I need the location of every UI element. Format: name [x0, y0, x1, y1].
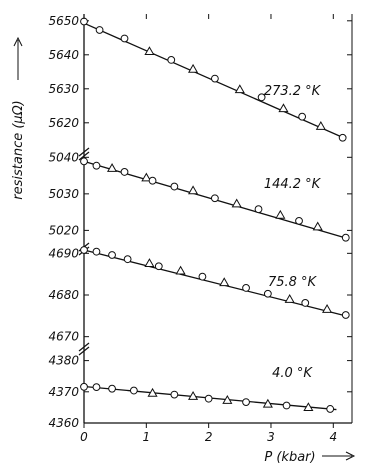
data-point-circle	[242, 284, 250, 292]
axis-break-mark	[78, 151, 90, 161]
data-point-circle	[120, 34, 129, 43]
data-point-triangle	[284, 293, 295, 303]
data-point-triangle	[231, 198, 242, 208]
data-point-triangle	[278, 103, 289, 113]
data-point-circle	[80, 382, 88, 391]
data-point-triangle	[234, 84, 245, 94]
data-point-triangle	[141, 172, 152, 182]
plot-frame	[83, 14, 353, 424]
data-point-circle	[167, 56, 176, 64]
x-tick-label: 2	[205, 430, 213, 444]
data-point-circle	[92, 247, 101, 256]
panel: 4690 4680 4670 75.8 °K	[48, 242, 352, 344]
y-tick-label: 4360	[48, 416, 79, 430]
data-point-circle	[80, 17, 88, 26]
data-point-triangle	[147, 387, 158, 397]
data-point-triangle	[188, 390, 199, 400]
y-tick-label: 4690	[48, 246, 79, 260]
data-point-triangle	[106, 163, 118, 172]
data-point-circle	[282, 401, 291, 410]
y-tick-label: 5640	[48, 48, 79, 62]
data-point-circle	[257, 93, 266, 102]
data-point-triangle	[315, 120, 326, 130]
data-point-circle	[170, 390, 179, 399]
y-tick-label: 5040	[48, 150, 79, 164]
data-point-circle	[80, 246, 88, 254]
data-point-triangle	[322, 303, 333, 313]
data-point-circle	[338, 133, 347, 142]
x-tick-label: 4	[329, 430, 337, 444]
data-point-circle	[129, 386, 138, 395]
data-point-circle	[210, 194, 219, 203]
data-point-circle	[254, 205, 263, 214]
data-point-triangle	[222, 395, 233, 404]
data-point-triangle	[188, 185, 199, 195]
y-tick-label: 5020	[48, 223, 79, 237]
data-point-circle	[204, 394, 213, 403]
data-point-circle	[242, 398, 250, 406]
x-tick-label: 0	[80, 430, 88, 444]
y-tick-label: 5650	[48, 14, 79, 28]
data-point-circle	[92, 161, 101, 170]
data-point-triangle	[188, 63, 199, 73]
data-point-circle	[154, 262, 163, 271]
y-tick-label: 4380	[48, 354, 79, 368]
data-point-circle	[301, 299, 310, 307]
data-point-triangle	[303, 402, 314, 412]
data-point-triangle	[175, 265, 186, 275]
data-point-triangle	[262, 398, 273, 408]
data-point-circle	[148, 176, 157, 185]
x-tick-label: 1	[143, 430, 151, 444]
chart-panels: 5650 5640 5630 5620 273.2 °K 5040 5030 5020 144.…	[48, 14, 352, 430]
data-point-circle	[298, 112, 307, 121]
data-point-circle	[80, 157, 88, 166]
y-axis-title-arrowhead	[13, 36, 23, 47]
data-point-circle	[170, 182, 179, 191]
y-tick-label: 4370	[48, 385, 79, 399]
x-axis-title: P (kbar)	[264, 450, 315, 465]
data-point-circle	[108, 251, 116, 259]
y-tick-label: 4670	[48, 330, 79, 344]
axis-break-mark	[78, 342, 90, 352]
x-axis-title-arrowhead	[345, 451, 356, 461]
series-label: 144.2 °K	[264, 177, 322, 192]
series-label: 273.2 °K	[264, 84, 322, 99]
y-tick-label: 4680	[48, 288, 79, 302]
panel: 5040 5030 5020 144.2 °K	[48, 147, 352, 242]
data-point-triangle	[219, 277, 230, 287]
data-point-triangle	[275, 209, 286, 219]
data-point-circle	[341, 311, 350, 319]
data-point-triangle	[144, 258, 155, 267]
panel: 4380 4370 4360 4.0 °K	[48, 342, 352, 430]
series-label: 4.0 °K	[272, 366, 313, 381]
panel: 5650 5640 5630 5620 273.2 °K	[48, 14, 352, 142]
data-point-circle	[120, 168, 129, 176]
data-point-circle	[198, 272, 207, 281]
data-point-circle	[210, 74, 219, 83]
data-point-circle	[92, 383, 101, 392]
data-point-circle	[263, 289, 272, 298]
data-point-circle	[295, 216, 303, 225]
data-point-circle	[123, 255, 132, 264]
y-axis-title: resistance (μΩ)	[11, 100, 26, 199]
axis-break-mark	[78, 147, 90, 157]
data-point-triangle	[312, 221, 323, 231]
data-point-circle	[341, 233, 350, 242]
x-tick-label: 3	[267, 430, 275, 444]
y-tick-label: 5030	[48, 187, 79, 201]
data-point-circle	[326, 405, 335, 413]
y-tick-label: 5630	[48, 82, 79, 96]
data-point-circle	[95, 26, 104, 34]
series-label: 75.8 °K	[268, 275, 318, 290]
data-point-circle	[108, 384, 116, 393]
data-point-triangle	[144, 46, 155, 56]
x-axis: 0 1 2 3 4	[80, 14, 337, 444]
axis-break-mark	[78, 346, 90, 356]
y-tick-label: 5620	[48, 116, 79, 130]
